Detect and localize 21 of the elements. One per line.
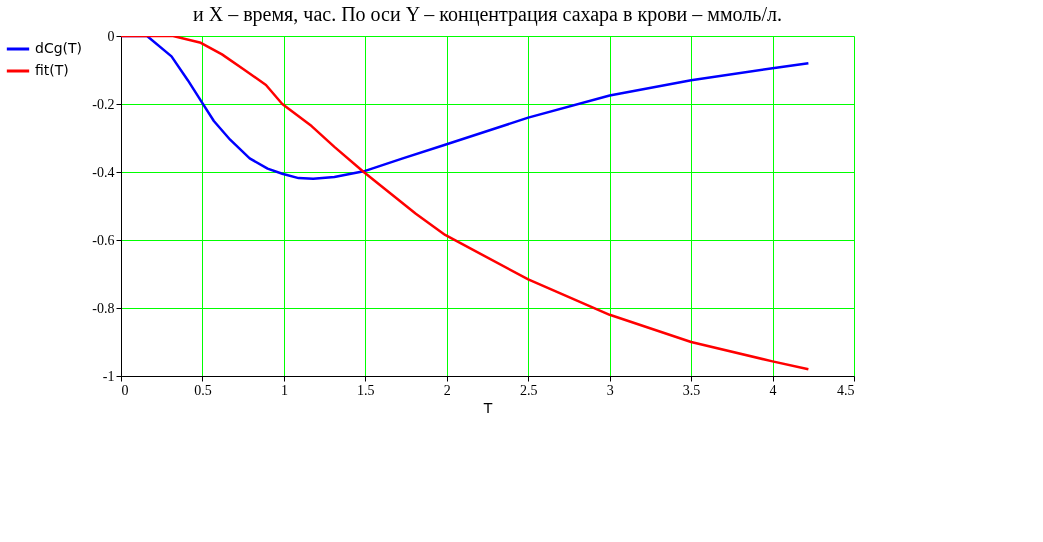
y-tick-label: -0.8 — [92, 300, 115, 316]
legend-label: dCg(T) — [35, 40, 83, 56]
x-tick-label: 2.5 — [519, 382, 538, 398]
x-tick-label: 1.5 — [357, 382, 375, 398]
y-tick-label: -1 — [102, 368, 115, 384]
legend-label: fit(T) — [35, 62, 69, 78]
y-tick-label: -0.2 — [92, 96, 115, 112]
x-tick-label: 0.5 — [194, 382, 212, 398]
x-tick-label: 1 — [280, 382, 288, 398]
x-tick-label: 3 — [606, 382, 614, 398]
line-series — [121, 36, 810, 371]
x-axis-title: T — [482, 399, 493, 416]
x-tick-label: 4.5 — [837, 382, 855, 398]
x-tick-label: 4 — [769, 382, 777, 398]
y-tick-label: -0.6 — [92, 232, 115, 248]
x-tick-label: 3.5 — [682, 382, 701, 398]
x-tick-label: 0 — [121, 382, 129, 398]
y-tick-label: -0.4 — [92, 164, 115, 180]
y-tick-label: 0 — [107, 28, 115, 44]
text: и X – время, час. По оси Y – концентрация сахара в крови – ммоль/л. — [193, 3, 782, 26]
x-tick-label: 2 — [443, 382, 451, 398]
